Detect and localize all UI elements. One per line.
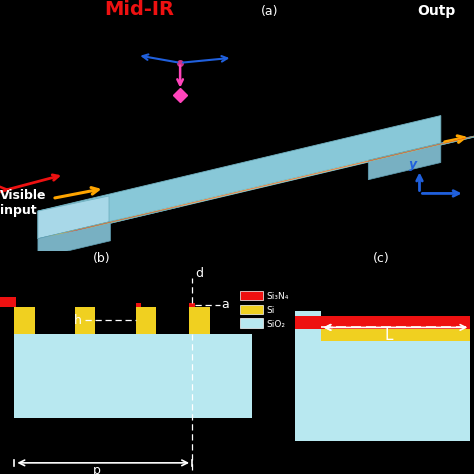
Bar bbox=[190, 303, 195, 307]
Text: L: L bbox=[385, 328, 393, 343]
Text: Si₃N₄: Si₃N₄ bbox=[266, 292, 288, 301]
Polygon shape bbox=[38, 196, 109, 239]
Bar bbox=[75, 307, 95, 334]
Bar bbox=[295, 311, 320, 441]
Text: a: a bbox=[221, 298, 229, 311]
Bar bbox=[0, 297, 16, 307]
Bar bbox=[320, 329, 470, 341]
Polygon shape bbox=[88, 210, 164, 228]
Polygon shape bbox=[38, 221, 110, 258]
Bar bbox=[295, 340, 470, 441]
Polygon shape bbox=[418, 132, 474, 150]
Text: (a): (a) bbox=[261, 5, 278, 18]
Polygon shape bbox=[38, 128, 474, 239]
Bar bbox=[14, 307, 35, 334]
Bar bbox=[320, 314, 470, 340]
Bar bbox=[136, 307, 156, 334]
Polygon shape bbox=[38, 116, 441, 239]
Polygon shape bbox=[368, 128, 474, 160]
Polygon shape bbox=[38, 206, 182, 239]
Polygon shape bbox=[77, 132, 474, 230]
Bar bbox=[295, 316, 470, 329]
Text: d: d bbox=[195, 267, 203, 280]
Polygon shape bbox=[46, 138, 464, 237]
Text: Si: Si bbox=[266, 306, 274, 315]
Bar bbox=[190, 307, 210, 334]
Text: Visible
input: Visible input bbox=[0, 189, 46, 217]
Polygon shape bbox=[61, 135, 474, 234]
Text: (b): (b) bbox=[92, 252, 110, 265]
Bar bbox=[14, 334, 252, 418]
Polygon shape bbox=[52, 218, 128, 236]
Text: (c): (c) bbox=[373, 252, 390, 265]
Bar bbox=[240, 319, 263, 328]
Bar bbox=[136, 303, 141, 307]
Text: Mid-IR: Mid-IR bbox=[104, 0, 174, 19]
Bar bbox=[240, 305, 263, 314]
Bar bbox=[240, 291, 263, 300]
Text: Outp: Outp bbox=[417, 4, 456, 18]
Text: SiO₂: SiO₂ bbox=[266, 320, 285, 329]
Polygon shape bbox=[383, 139, 459, 157]
Text: y: y bbox=[409, 158, 417, 171]
Polygon shape bbox=[368, 143, 441, 180]
Text: h: h bbox=[74, 314, 82, 327]
Text: p: p bbox=[92, 464, 100, 474]
